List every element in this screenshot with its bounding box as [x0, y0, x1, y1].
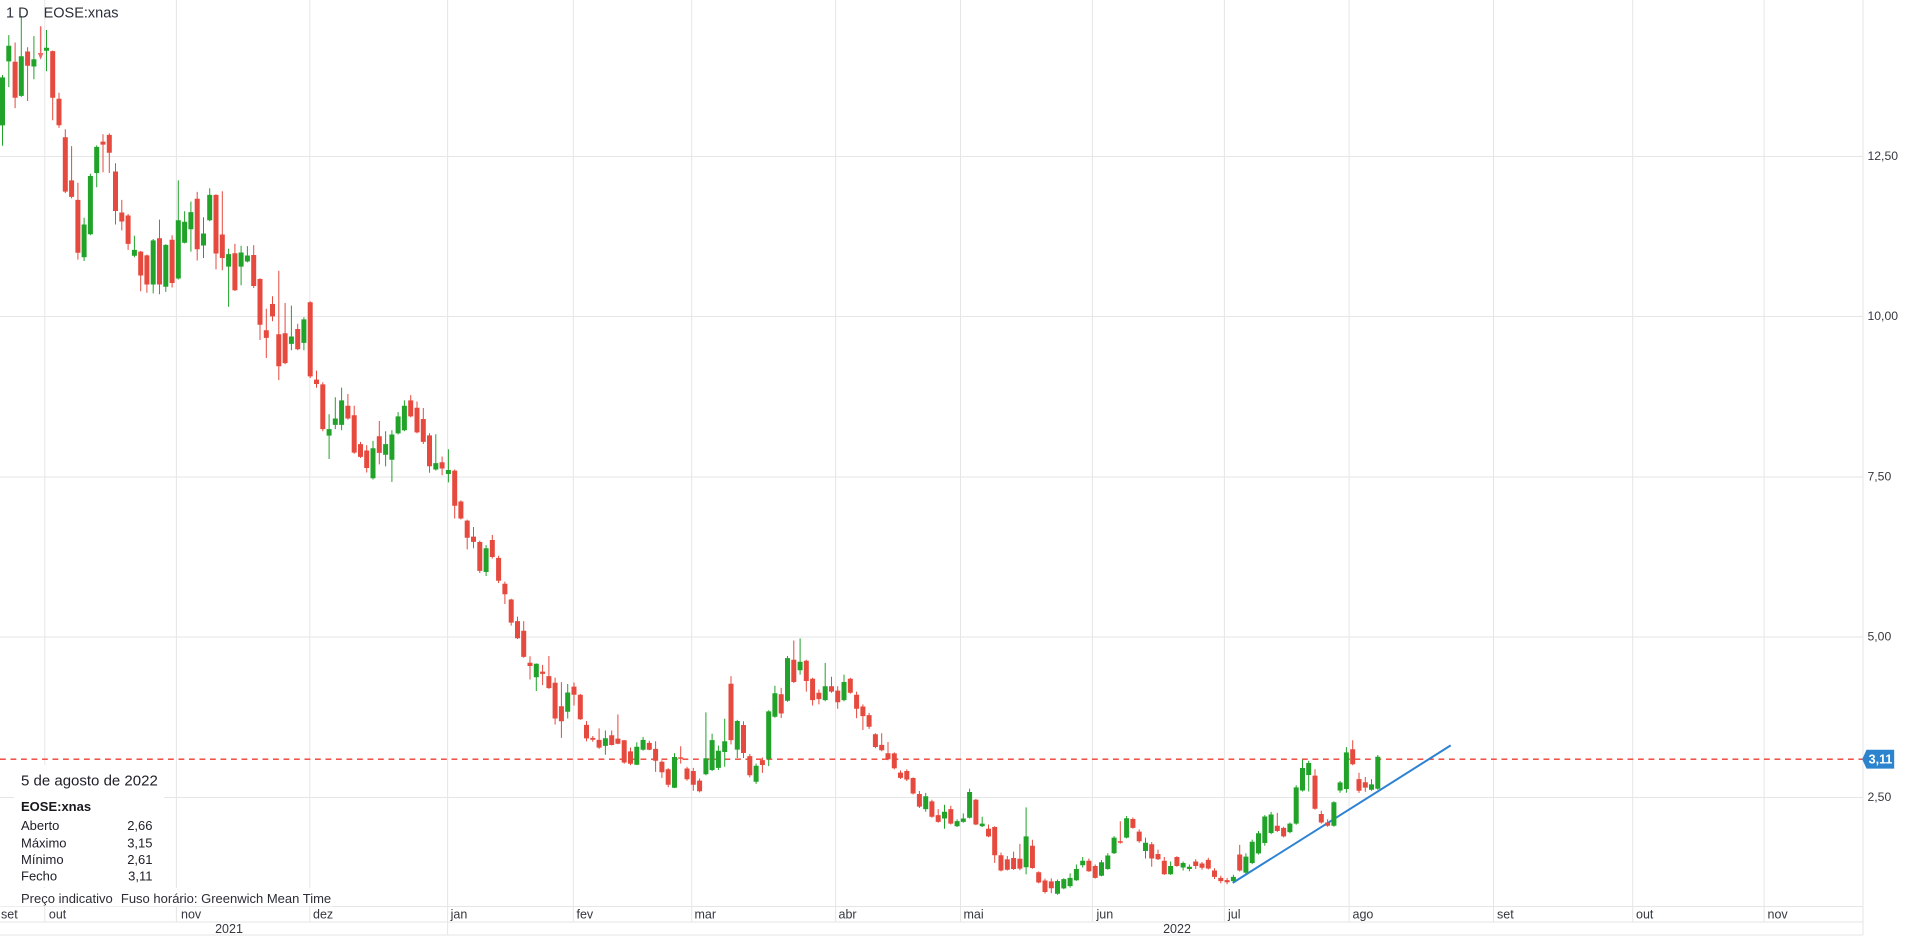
- svg-text:Máximo: Máximo: [21, 835, 67, 850]
- svg-text:set: set: [1, 908, 18, 922]
- svg-text:jan: jan: [450, 908, 468, 922]
- svg-text:5 de agosto de 2022: 5 de agosto de 2022: [21, 772, 158, 789]
- svg-text:10,00: 10,00: [1868, 309, 1899, 323]
- svg-text:set: set: [1497, 908, 1514, 922]
- svg-text:Aberto: Aberto: [21, 818, 59, 833]
- svg-text:out: out: [49, 908, 67, 922]
- svg-text:2021: 2021: [215, 922, 243, 936]
- svg-text:EOSE:xnas: EOSE:xnas: [44, 6, 119, 22]
- svg-text:2022: 2022: [1163, 922, 1191, 936]
- svg-text:ago: ago: [1353, 908, 1374, 922]
- svg-text:fev: fev: [577, 908, 594, 922]
- svg-text:jun: jun: [1096, 908, 1114, 922]
- svg-text:7,50: 7,50: [1868, 470, 1892, 484]
- svg-text:EOSE:xnas: EOSE:xnas: [21, 799, 91, 814]
- svg-text:mai: mai: [964, 908, 984, 922]
- svg-text:Mínimo: Mínimo: [21, 852, 64, 867]
- svg-text:3,11: 3,11: [1869, 753, 1893, 767]
- svg-text:abr: abr: [839, 908, 857, 922]
- svg-text:nov: nov: [181, 908, 202, 922]
- svg-text:Fuso horário: Greenwich Mean T: Fuso horário: Greenwich Mean Time: [121, 891, 331, 906]
- svg-text:3,11: 3,11: [128, 869, 152, 884]
- svg-text:Preço indicativo: Preço indicativo: [21, 891, 113, 906]
- svg-text:2,50: 2,50: [1868, 790, 1892, 804]
- svg-text:2,61: 2,61: [127, 852, 152, 867]
- svg-text:nov: nov: [1768, 908, 1789, 922]
- svg-text:12,50: 12,50: [1868, 149, 1899, 163]
- svg-text:Fecho: Fecho: [21, 869, 57, 884]
- svg-text:2,66: 2,66: [127, 818, 152, 833]
- svg-text:dez: dez: [313, 908, 333, 922]
- svg-text:1 D: 1 D: [6, 6, 29, 22]
- svg-text:3,15: 3,15: [127, 835, 152, 850]
- svg-text:jul: jul: [1227, 908, 1241, 922]
- svg-text:5,00: 5,00: [1868, 630, 1892, 644]
- svg-text:out: out: [1636, 908, 1654, 922]
- svg-text:mar: mar: [695, 908, 717, 922]
